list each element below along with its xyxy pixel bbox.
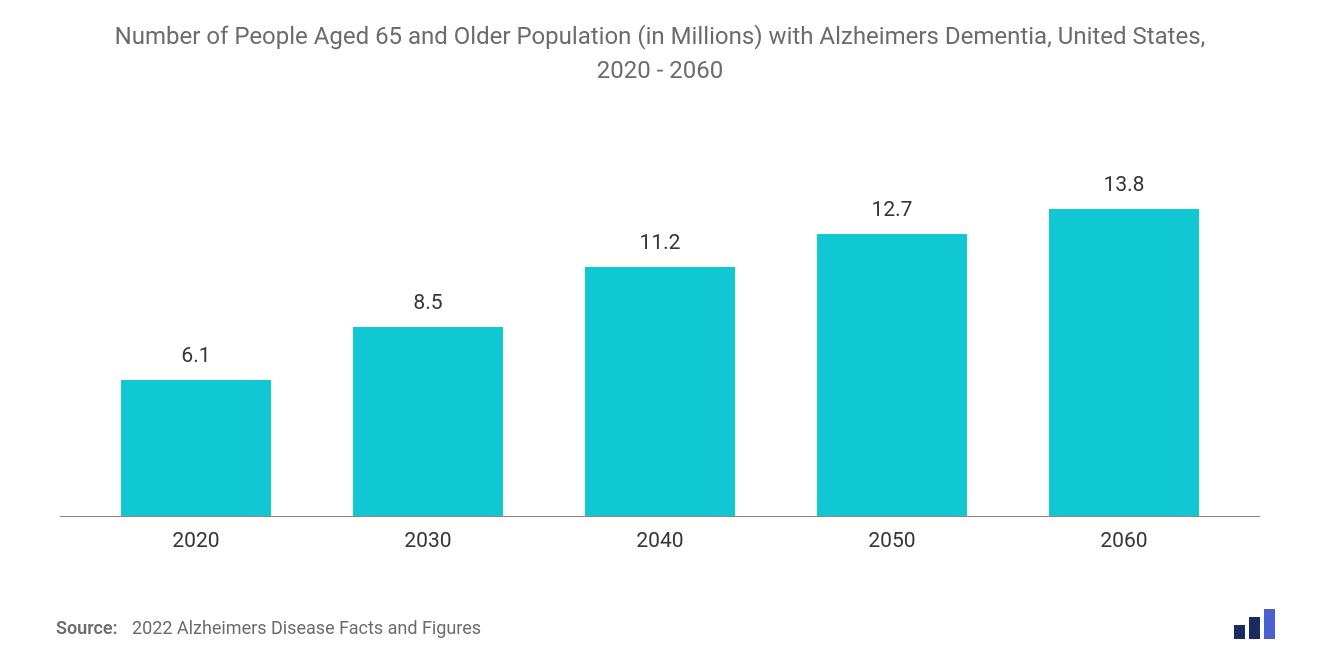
bar (1049, 209, 1199, 516)
bar-group: 6.1 (92, 127, 301, 516)
bar (353, 327, 503, 516)
chart-plot-area: 6.1 8.5 11.2 12.7 13.8 (60, 127, 1260, 517)
bar (121, 380, 271, 516)
bar-value-label: 12.7 (872, 198, 913, 222)
bar-value-label: 11.2 (640, 231, 681, 255)
logo-bar-1 (1234, 625, 1245, 639)
chart-title: Number of People Aged 65 and Older Popul… (40, 20, 1280, 87)
x-axis-labels: 2020 2030 2040 2050 2060 (60, 529, 1260, 553)
x-axis-label: 2030 (324, 529, 533, 553)
source-label: Source: (56, 618, 118, 639)
bar-value-label: 6.1 (181, 344, 210, 368)
bar-group: 8.5 (324, 127, 533, 516)
bar (817, 234, 967, 517)
logo-bar-3 (1264, 609, 1275, 639)
x-axis-label: 2060 (1020, 529, 1229, 553)
x-axis-label: 2040 (556, 529, 765, 553)
bar-group: 12.7 (788, 127, 997, 516)
x-axis-label: 2050 (788, 529, 997, 553)
bar-group: 11.2 (556, 127, 765, 516)
source-row: Source: 2022 Alzheimers Disease Facts an… (56, 609, 1280, 639)
source-value: 2022 Alzheimers Disease Facts and Figure… (132, 618, 481, 639)
bar-group: 13.8 (1020, 127, 1229, 516)
bar (585, 267, 735, 516)
bars-container: 6.1 8.5 11.2 12.7 13.8 (60, 127, 1260, 516)
source-text: Source: 2022 Alzheimers Disease Facts an… (56, 618, 481, 639)
brand-logo-icon (1232, 609, 1280, 639)
bar-value-label: 8.5 (413, 291, 442, 315)
logo-bar-2 (1249, 617, 1260, 639)
bar-value-label: 13.8 (1104, 173, 1145, 197)
x-axis-label: 2020 (92, 529, 301, 553)
